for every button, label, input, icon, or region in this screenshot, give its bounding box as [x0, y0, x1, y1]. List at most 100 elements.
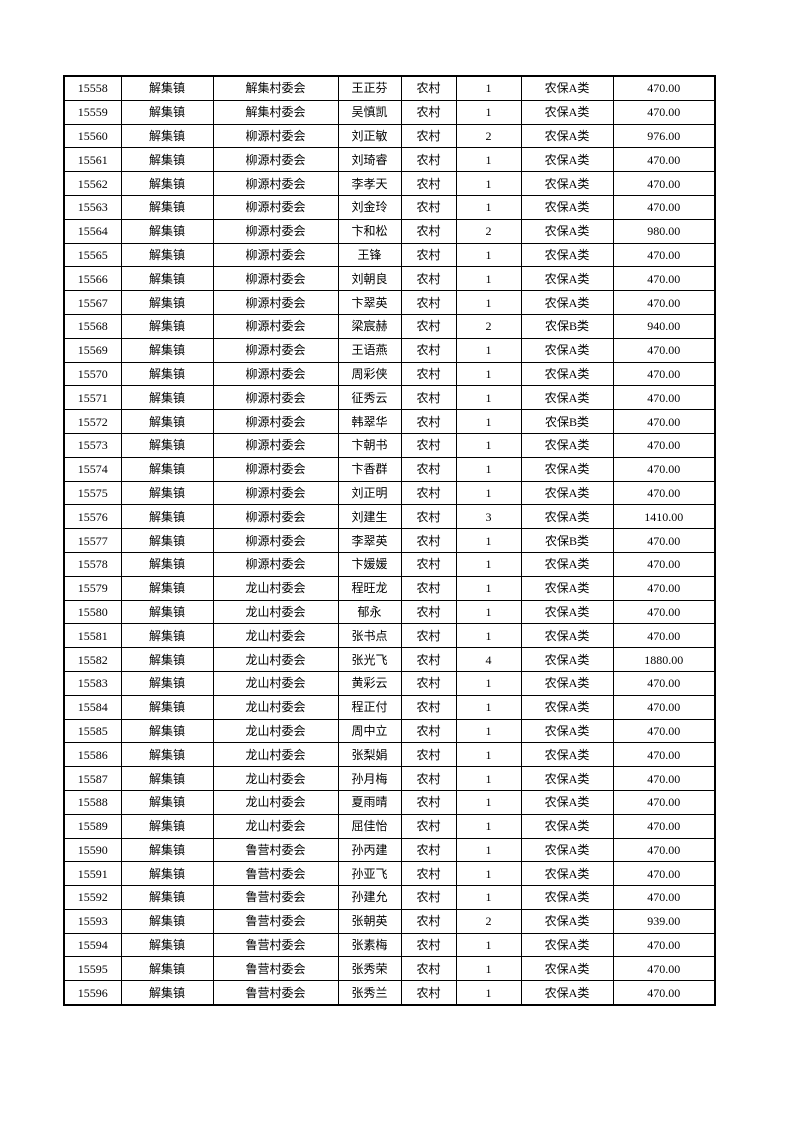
table-cell: 农村 [400, 670, 457, 696]
table-cell: 470.00 [612, 956, 716, 982]
table-row: 15589 解集镇 龙山村委会 屈佳怡 农村 1 农保A类 470.00 [63, 813, 716, 839]
table-row: 15567 解集镇 柳源村委会 卞翠英 农村 1 农保A类 470.00 [63, 290, 716, 315]
table-cell: 农村 [400, 837, 457, 863]
table-cell: 解集镇 [120, 932, 214, 958]
table-cell: 解集镇 [120, 337, 214, 363]
table-row: 15581 解集镇 龙山村委会 张书点 农村 1 农保A类 470.00 [63, 623, 716, 649]
table-cell: 农保A类 [520, 242, 614, 268]
table-cell: 农村 [400, 908, 457, 934]
table-cell: 15566 [63, 266, 122, 292]
table-row: 15584 解集镇 龙山村委会 程正付 农村 1 农保A类 470.00 [63, 694, 716, 720]
table-cell: 15576 [63, 504, 122, 530]
table-cell: 解集镇 [120, 837, 214, 863]
table-cell: 15563 [63, 194, 122, 220]
table-cell: 农保A类 [520, 75, 614, 101]
table-cell: 470.00 [612, 861, 716, 887]
table-cell: 农村 [400, 123, 457, 149]
table-cell: 470.00 [612, 456, 716, 482]
table-cell: 15596 [63, 980, 122, 1006]
table-cell: 柳源村委会 [212, 313, 339, 339]
table-cell: 农村 [400, 575, 457, 601]
table-cell: 农保A类 [520, 837, 614, 863]
table-row: 15559 解集镇 解集村委会 吴慎凯 农村 1 农保A类 470.00 [63, 99, 716, 125]
table-cell: 农村 [400, 456, 457, 482]
table-cell: 15579 [63, 575, 122, 601]
table-cell: 农村 [400, 385, 457, 411]
table-cell: 1 [455, 813, 522, 839]
table-cell: 柳源村委会 [212, 194, 339, 220]
table-cell: 郁永 [337, 599, 402, 625]
table-cell: 470.00 [612, 694, 716, 720]
table-row: 15563 解集镇 柳源村委会 刘金玲 农村 1 农保A类 470.00 [63, 194, 716, 220]
table-cell: 470.00 [612, 242, 716, 268]
table-cell: 15592 [63, 885, 122, 910]
table-cell: 1880.00 [612, 647, 716, 672]
table-cell: 解集镇 [120, 456, 214, 482]
table-cell: 15594 [63, 932, 122, 958]
table-cell: 1 [455, 290, 522, 315]
table-row: 15575 解集镇 柳源村委会 刘正明 农村 1 农保A类 470.00 [63, 480, 716, 506]
table-cell: 1 [455, 266, 522, 292]
table-cell: 15564 [63, 218, 122, 244]
table-cell: 解集镇 [120, 908, 214, 934]
table-cell: 470.00 [612, 147, 716, 173]
table-cell: 农保A类 [520, 789, 614, 815]
table-cell: 吴慎凯 [337, 99, 402, 125]
table-cell: 农村 [400, 504, 457, 530]
table-cell: 农保A类 [520, 194, 614, 220]
table-cell: 孙丙建 [337, 837, 402, 863]
table-cell: 470.00 [612, 837, 716, 863]
table-cell: 刘朝良 [337, 266, 402, 292]
table-cell: 孙建允 [337, 885, 402, 910]
table-cell: 15572 [63, 409, 122, 434]
table-cell: 470.00 [612, 99, 716, 125]
table-cell: 孙亚飞 [337, 861, 402, 887]
table-cell: 解集镇 [120, 551, 214, 577]
table-cell: 农村 [400, 647, 457, 672]
table-cell: 张朝英 [337, 908, 402, 934]
table-cell: 470.00 [612, 409, 716, 434]
table-cell: 解集镇 [120, 75, 214, 101]
table-cell: 解集村委会 [212, 99, 339, 125]
table-row: 15587 解集镇 龙山村委会 孙月梅 农村 1 农保A类 470.00 [63, 766, 716, 791]
table-cell: 农村 [400, 218, 457, 244]
table-cell: 15565 [63, 242, 122, 268]
table-cell: 农保A类 [520, 290, 614, 315]
table-cell: 柳源村委会 [212, 290, 339, 315]
table-cell: 农村 [400, 480, 457, 506]
table-cell: 农保B类 [520, 528, 614, 553]
table-row: 15577 解集镇 柳源村委会 李翠英 农村 1 农保B类 470.00 [63, 528, 716, 553]
table-cell: 解集镇 [120, 956, 214, 982]
table-cell: 470.00 [612, 432, 716, 458]
table-cell: 鲁营村委会 [212, 908, 339, 934]
table-cell: 农保A类 [520, 456, 614, 482]
table-cell: 农村 [400, 623, 457, 649]
table-cell: 农村 [400, 242, 457, 268]
table-cell: 470.00 [612, 171, 716, 196]
table-cell: 15562 [63, 171, 122, 196]
table-cell: 解集镇 [120, 266, 214, 292]
table-row: 15595 解集镇 鲁营村委会 张秀荣 农村 1 农保A类 470.00 [63, 956, 716, 982]
table-cell: 刘金玲 [337, 194, 402, 220]
benefit-table: 15558 解集镇 解集村委会 王正芬 农村 1 农保A类 470.00 15559 解集镇 解集村… [63, 75, 716, 1007]
table-cell: 15567 [63, 290, 122, 315]
table-cell: 15593 [63, 908, 122, 934]
table-cell: 1 [455, 385, 522, 411]
table-cell: 1 [455, 742, 522, 768]
table-cell: 1 [455, 75, 522, 101]
table-cell: 农保A类 [520, 623, 614, 649]
table-cell: 农村 [400, 861, 457, 887]
table-cell: 15587 [63, 766, 122, 791]
table-cell: 470.00 [612, 385, 716, 411]
table-row: 15562 解集镇 柳源村委会 李孝天 农村 1 农保A类 470.00 [63, 171, 716, 196]
table-cell: 周彩侠 [337, 361, 402, 387]
table-cell: 农保A类 [520, 171, 614, 196]
table-cell: 农保A类 [520, 266, 614, 292]
table-cell: 15568 [63, 313, 122, 339]
table-cell: 1 [455, 551, 522, 577]
table-cell: 农村 [400, 718, 457, 744]
table-cell: 农保A类 [520, 647, 614, 672]
table-cell: 470.00 [612, 575, 716, 601]
table-cell: 2 [455, 908, 522, 934]
table-cell: 1 [455, 480, 522, 506]
